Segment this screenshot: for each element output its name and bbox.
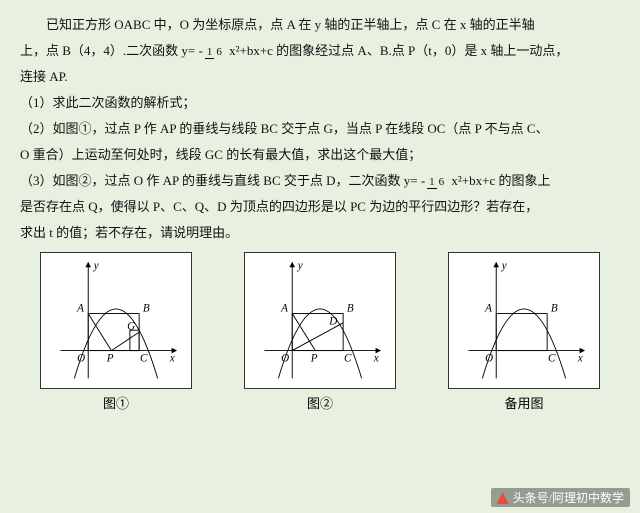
q3-line1: （3）如图②，过点 O 作 AP 的垂线与直线 BC 交于点 D，二次函数 y=…: [20, 168, 620, 194]
fraction-1: 16: [205, 47, 224, 58]
q3b: x²+bx+c 的图象上: [448, 173, 550, 188]
line-2a: 上，点 B（4，4）.二次函数 y= -: [20, 43, 203, 58]
line-2: 上，点 B（4，4）.二次函数 y= -16 x²+bx+c 的图象经过点 A、…: [20, 38, 620, 64]
frac-den-2: 6: [437, 176, 447, 188]
svg-text:O: O: [77, 353, 85, 365]
figure-2: A B O P C D x y: [244, 252, 396, 389]
svg-text:P: P: [310, 353, 318, 365]
figure-3: A B O C x y: [448, 252, 600, 389]
line-3: 连接 AP.: [20, 64, 620, 90]
svg-text:x: x: [169, 353, 175, 365]
frac-num: 1: [205, 46, 215, 59]
figure-3-wrap: A B O C x y 备用图: [448, 252, 600, 412]
figure-1-wrap: A B O P C G x y 图①: [40, 252, 192, 412]
svg-text:y: y: [501, 260, 507, 272]
svg-text:C: C: [140, 353, 148, 365]
figure-2-wrap: A B O P C D x y 图②: [244, 252, 396, 412]
frac-num-2: 1: [427, 176, 437, 189]
line-1: 已知正方形 OABC 中，O 为坐标原点，点 A 在 y 轴的正半轴上，点 C …: [20, 12, 620, 38]
q3a: （3）如图②，过点 O 作 AP 的垂线与直线 BC 交于点 D，二次函数 y=…: [20, 173, 425, 188]
svg-text:G: G: [127, 320, 135, 332]
frac-den: 6: [214, 46, 224, 58]
svg-text:B: B: [143, 303, 150, 315]
figure-3-caption: 备用图: [448, 393, 600, 412]
svg-text:C: C: [344, 353, 352, 365]
q3-line3: 求出 t 的值；若不存在，请说明理由。: [20, 220, 620, 246]
svg-text:y: y: [93, 260, 99, 272]
svg-text:B: B: [347, 303, 354, 315]
q2-line1: （2）如图①，过点 P 作 AP 的垂线与线段 BC 交于点 G，当点 P 在线…: [20, 116, 620, 142]
q1: （1）求此二次函数的解析式；: [20, 90, 620, 116]
fraction-2: 16: [427, 177, 446, 188]
svg-text:x: x: [577, 353, 583, 365]
svg-text:x: x: [373, 353, 379, 365]
svg-text:P: P: [106, 353, 114, 365]
watermark: 头条号/阿理初中数学: [491, 488, 630, 507]
svg-text:O: O: [485, 353, 493, 365]
svg-text:A: A: [280, 303, 288, 315]
figure-1: A B O P C G x y: [40, 252, 192, 389]
svg-text:B: B: [551, 303, 558, 315]
line-2b: x²+bx+c 的图象经过点 A、B.点 P（t，0）是 x 轴上一动点，: [226, 43, 568, 58]
q3-line2: 是否存在点 Q，使得以 P、C、Q、D 为顶点的四边形是以 PC 为边的平行四边…: [20, 194, 620, 220]
svg-text:C: C: [548, 353, 556, 365]
svg-text:A: A: [484, 303, 492, 315]
svg-text:D: D: [328, 316, 337, 328]
q2-line2: O 重合）上运动至何处时，线段 GC 的长有最大值，求出这个最大值；: [20, 142, 620, 168]
problem-text: 已知正方形 OABC 中，O 为坐标原点，点 A 在 y 轴的正半轴上，点 C …: [0, 0, 640, 246]
figures-row: A B O P C G x y 图① A B: [0, 252, 640, 412]
svg-text:y: y: [297, 260, 303, 272]
figure-2-caption: 图②: [244, 393, 396, 412]
figure-1-caption: 图①: [40, 393, 192, 412]
svg-text:A: A: [76, 303, 84, 315]
svg-text:O: O: [281, 353, 289, 365]
